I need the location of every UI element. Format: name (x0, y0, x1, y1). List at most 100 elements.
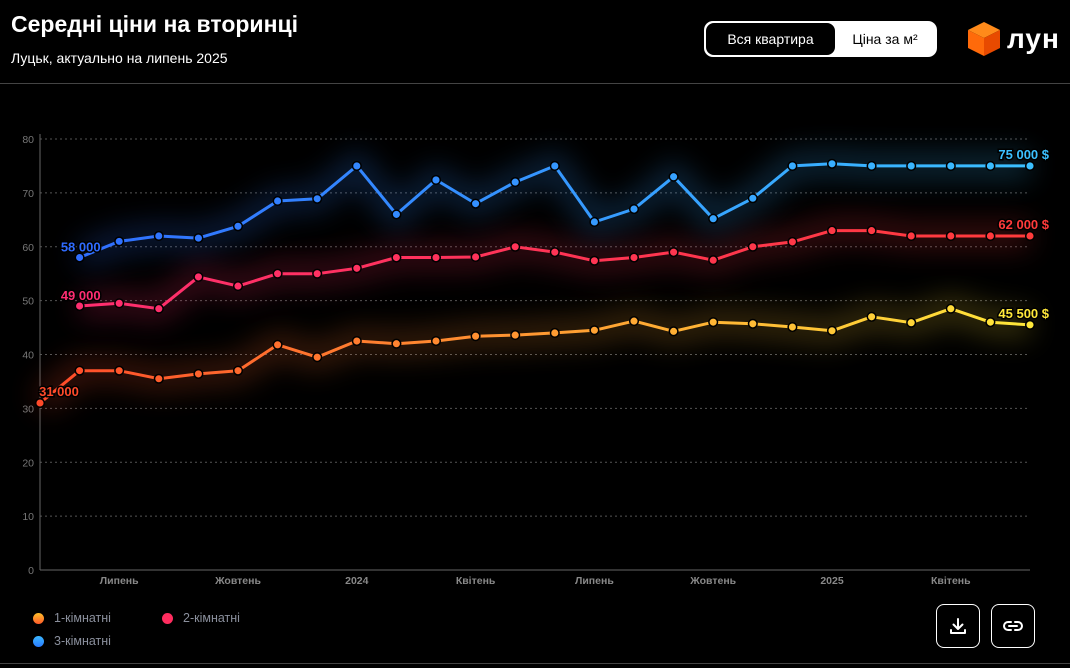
data-point (232, 281, 244, 292)
data-point (470, 331, 481, 342)
data-point (430, 174, 442, 185)
end-value-label: 62 000 $ (998, 217, 1049, 232)
data-point (787, 160, 798, 171)
x-tick-label: Квітень (456, 575, 496, 587)
toggle-price-per-m2[interactable]: Ціна за м² (852, 31, 918, 47)
data-point (430, 335, 442, 347)
price-mode-toggle[interactable]: Вся квартира Ціна за м² (704, 21, 937, 57)
data-point (114, 365, 125, 376)
data-point (747, 241, 758, 252)
legend-dot-icon (162, 612, 173, 624)
x-tick-label: 2025 (820, 575, 844, 587)
legend-item-3-room[interactable]: 3-кімнатні (33, 634, 111, 648)
logo-text: лун (1007, 23, 1060, 54)
data-point (668, 171, 679, 182)
data-point (787, 321, 798, 333)
data-point (628, 252, 640, 263)
footer-divider (0, 663, 1070, 664)
data-point (351, 160, 362, 171)
data-point (826, 225, 838, 236)
data-point (430, 252, 442, 263)
data-point (826, 325, 838, 336)
data-point (391, 209, 402, 220)
data-point (114, 298, 125, 309)
data-point (906, 230, 917, 242)
data-point (391, 338, 402, 349)
x-tick-label: Липень (575, 575, 614, 587)
y-tick-label: 50 (22, 296, 34, 308)
data-point (708, 255, 719, 266)
series-glow (31, 294, 1031, 414)
data-point (589, 325, 600, 336)
start-value-label: 49 000 (61, 288, 101, 303)
x-tick-label: Жовтень (689, 575, 736, 587)
y-tick-label: 20 (22, 457, 34, 469)
data-point (866, 160, 877, 171)
data-point (510, 330, 521, 341)
y-tick-label: 80 (22, 134, 34, 146)
data-point (787, 236, 798, 247)
data-point (272, 195, 283, 207)
copy-link-button[interactable] (991, 604, 1035, 648)
data-point (549, 160, 560, 171)
data-point (985, 317, 996, 328)
download-icon (950, 618, 966, 634)
toggle-whole-apartment[interactable]: Вся квартира (706, 23, 835, 55)
data-point (153, 373, 164, 384)
data-point (351, 335, 362, 347)
page-subtitle: Луцьк, актуально на липень 2025 (11, 50, 228, 66)
data-point (193, 368, 204, 379)
data-point (906, 317, 917, 328)
y-tick-label: 30 (22, 403, 34, 415)
data-point (747, 193, 758, 204)
data-point (945, 230, 956, 242)
data-point (945, 160, 956, 171)
data-point (470, 251, 481, 263)
data-point (193, 233, 204, 244)
data-point (549, 327, 560, 338)
start-value-label: 31 000 (39, 384, 79, 399)
data-point (985, 230, 996, 242)
legend-item-1-room[interactable]: 1-кімнатні (33, 611, 111, 625)
legend-dot-icon (33, 612, 44, 624)
cube-logo-icon (968, 22, 1000, 56)
data-point (945, 303, 956, 314)
page-title: Середні ціни на вторинці (11, 11, 298, 37)
data-point (470, 198, 481, 209)
legend-dot-icon (33, 635, 44, 647)
y-tick-label: 60 (22, 242, 34, 254)
download-button[interactable] (936, 604, 980, 648)
data-point (272, 339, 283, 350)
data-point (1024, 160, 1036, 171)
data-point (312, 193, 323, 204)
data-point (74, 365, 85, 376)
header-divider (0, 83, 1070, 84)
legend-item-2-room[interactable]: 2-кімнатні (162, 611, 240, 625)
data-point (866, 311, 877, 322)
y-tick-label: 0 (28, 565, 34, 577)
data-point (34, 397, 46, 409)
data-point (114, 236, 125, 247)
x-tick-label: 2024 (345, 575, 369, 587)
lun-logo[interactable]: лун (967, 21, 1060, 57)
data-point (708, 213, 719, 224)
end-value-label: 45 500 $ (998, 306, 1049, 321)
data-point (826, 158, 838, 169)
legend-label: 3-кімнатні (54, 634, 111, 648)
y-tick-label: 10 (22, 511, 34, 523)
data-point (628, 203, 640, 215)
data-point (153, 230, 164, 242)
series-line-1-room (39, 307, 1031, 405)
data-point (628, 316, 640, 327)
legend-label: 2-кімнатні (183, 611, 240, 625)
x-tick-label: Липень (100, 575, 139, 587)
data-point (232, 365, 244, 376)
link-icon (1003, 621, 1023, 631)
data-point (985, 160, 996, 171)
data-point (510, 177, 521, 188)
data-point (272, 268, 283, 279)
data-point (74, 300, 85, 312)
end-value-label: 75 000 $ (998, 147, 1049, 162)
data-point (549, 247, 560, 258)
data-point (391, 252, 402, 263)
